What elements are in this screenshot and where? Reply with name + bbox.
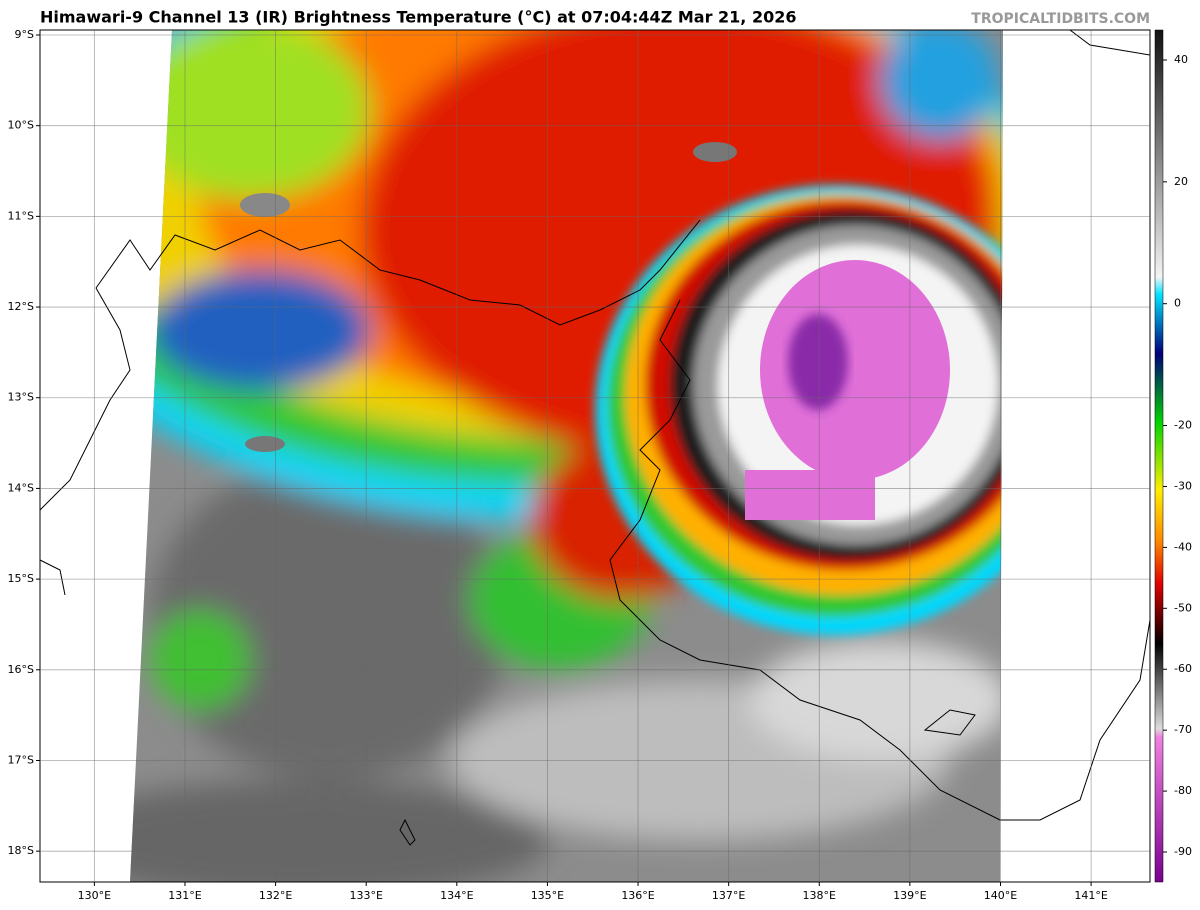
colorbar-tick-label: -70 <box>1174 723 1192 736</box>
lon-tick-label: 134°E <box>440 889 473 902</box>
coastline <box>39 29 1151 846</box>
lat-tick-label: 12°S <box>8 300 34 313</box>
lon-tick-label: 138°E <box>803 889 836 902</box>
colorbar-tick-label: 40 <box>1174 53 1188 66</box>
watermark: TROPICALTIDBITS.COM <box>971 11 1150 27</box>
lat-tick-label: 9°S <box>15 28 34 41</box>
lat-tick-label: 17°S <box>8 753 34 766</box>
colorbar-tick-label: -50 <box>1174 601 1192 614</box>
lat-tick-label: 11°S <box>8 209 34 222</box>
lon-tick-label: 139°E <box>893 889 926 902</box>
colorbar <box>1154 29 1164 883</box>
colorbar-tick-label: -90 <box>1174 845 1192 858</box>
lat-tick-label: 10°S <box>8 119 34 132</box>
lat-tick-label: 18°S <box>8 844 34 857</box>
colorbar-tick-label: -60 <box>1174 662 1192 675</box>
colorbar-tick-label: 0 <box>1174 297 1181 310</box>
map-frame <box>39 29 1151 883</box>
storm-core <box>760 260 950 480</box>
lon-tick-label: 141°E <box>1074 889 1107 902</box>
title: Himawari-9 Channel 13 (IR) Brightness Te… <box>40 8 796 27</box>
lon-tick-label: 137°E <box>712 889 745 902</box>
lon-tick-label: 131°E <box>168 889 201 902</box>
lat-tick-label: 15°S <box>8 572 34 585</box>
colorbar-tick-label: 20 <box>1174 175 1188 188</box>
colorbar-tick-label: -40 <box>1174 540 1192 553</box>
lat-tick-label: 13°S <box>8 391 34 404</box>
colorbar-tick-label: -80 <box>1174 784 1192 797</box>
lon-tick-label: 132°E <box>259 889 292 902</box>
lat-tick-label: 16°S <box>8 663 34 676</box>
lon-tick-label: 133°E <box>349 889 382 902</box>
lon-tick-label: 136°E <box>621 889 654 902</box>
satellite-imagery <box>130 30 1003 882</box>
lon-tick-label: 135°E <box>531 889 564 902</box>
colorbar-tick-label: -30 <box>1174 479 1192 492</box>
lon-tick-label: 140°E <box>984 889 1017 902</box>
colorbar-tick-label: -20 <box>1174 419 1192 432</box>
lon-tick-label: 130°E <box>78 889 111 902</box>
lat-tick-label: 14°S <box>8 481 34 494</box>
